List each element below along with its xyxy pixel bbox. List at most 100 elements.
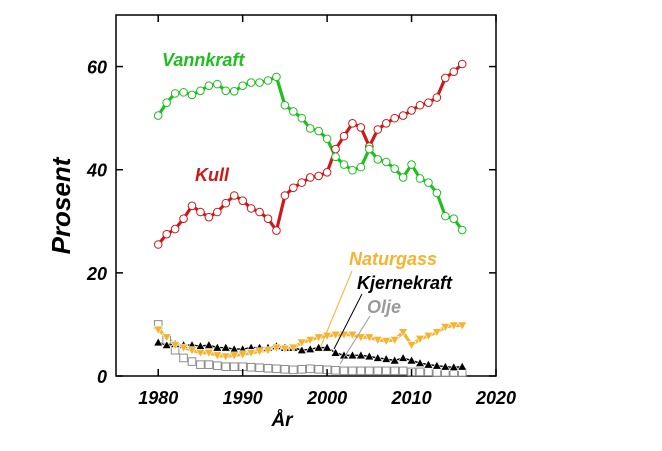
pointer-line-olje	[339, 315, 371, 365]
data-point-vannkraft	[213, 79, 222, 89]
data-point-vannkraft	[305, 124, 315, 133]
data-point-naturgass	[431, 328, 442, 338]
data-point-olje	[187, 357, 197, 366]
data-point-naturgass	[296, 338, 307, 348]
data-point-vannkraft	[373, 155, 383, 164]
data-point-olje	[221, 362, 231, 372]
data-point-olje	[373, 366, 383, 376]
data-point-naturgass	[423, 331, 434, 341]
data-point-vannkraft	[255, 78, 264, 87]
data-point-kjernekraft	[372, 352, 383, 362]
data-point-kull	[305, 173, 315, 182]
plot-frame	[115, 14, 497, 377]
series-line-vannkraft	[156, 75, 464, 232]
data-point-kull	[170, 224, 180, 234]
data-point-kull	[331, 144, 340, 154]
data-point-naturgass	[448, 321, 459, 331]
data-point-kjernekraft	[322, 342, 333, 352]
data-point-olje	[255, 363, 264, 373]
data-point-kull	[179, 214, 188, 224]
data-point-naturgass	[313, 333, 324, 343]
data-point-naturgass	[153, 325, 164, 335]
data-point-naturgass	[305, 336, 316, 346]
data-point-olje	[339, 366, 349, 376]
data-point-kull	[457, 59, 467, 69]
data-point-vannkraft	[365, 144, 374, 154]
data-point-olje	[246, 362, 256, 372]
data-point-naturgass	[381, 337, 392, 347]
data-point-vannkraft	[407, 160, 416, 169]
data-point-olje	[390, 366, 399, 376]
data-point-olje	[280, 364, 290, 374]
data-point-kull	[272, 226, 281, 235]
data-point-naturgass	[355, 333, 366, 343]
data-point-vannkraft	[238, 81, 247, 90]
data-point-kull	[314, 171, 323, 181]
data-point-kull	[322, 167, 332, 177]
data-point-vannkraft	[331, 152, 340, 162]
data-point-vannkraft	[449, 214, 459, 224]
data-point-olje	[424, 367, 433, 377]
data-point-kull	[339, 131, 349, 141]
data-point-kull	[415, 100, 425, 110]
data-point-kull	[424, 98, 433, 107]
data-point-vannkraft	[280, 100, 290, 110]
data-point-naturgass	[178, 343, 189, 353]
data-point-naturgass	[389, 336, 400, 346]
data-point-naturgass	[212, 351, 223, 361]
data-point-vannkraft	[170, 89, 180, 98]
data-point-kull	[255, 207, 264, 217]
data-point-vannkraft	[221, 86, 231, 96]
data-point-kjernekraft	[414, 357, 426, 367]
data-point-naturgass	[170, 341, 181, 351]
data-point-olje	[348, 366, 357, 376]
data-point-olje	[289, 365, 298, 375]
data-point-kull	[432, 93, 442, 102]
data-point-vannkraft	[179, 88, 188, 97]
data-point-kull	[398, 111, 408, 120]
label-kjernekraft: Kjernekraft	[357, 273, 453, 293]
data-point-vannkraft	[322, 134, 332, 144]
data-point-kull	[238, 196, 247, 205]
data-point-vannkraft	[153, 111, 163, 120]
label-kull: Kull	[195, 165, 230, 185]
data-point-vannkraft	[314, 126, 323, 136]
data-point-kjernekraft	[355, 350, 366, 360]
data-point-vannkraft	[246, 78, 256, 87]
data-point-vannkraft	[356, 162, 366, 172]
data-point-naturgass	[279, 344, 290, 354]
data-point-vannkraft	[441, 211, 450, 221]
data-point-vannkraft	[424, 178, 433, 187]
x-tick-label: 2000	[306, 388, 347, 408]
data-point-naturgass	[288, 343, 299, 353]
data-point-kull	[280, 191, 290, 200]
data-point-kjernekraft	[313, 342, 324, 352]
x-tick-label: 2010	[391, 388, 432, 408]
data-point-vannkraft	[272, 72, 281, 82]
data-point-kjernekraft	[305, 344, 316, 353]
data-point-vannkraft	[415, 174, 425, 183]
data-point-kjernekraft	[347, 350, 358, 360]
data-point-kull	[297, 178, 307, 187]
data-point-olje	[356, 366, 366, 376]
y-tick-label: 40	[86, 161, 107, 181]
data-point-kull	[348, 119, 357, 128]
data-point-vannkraft	[162, 98, 171, 107]
data-point-kull	[204, 212, 214, 222]
data-point-olje	[204, 360, 214, 369]
data-point-kull	[196, 207, 205, 217]
data-point-naturgass	[161, 333, 172, 343]
data-point-olje	[331, 366, 340, 375]
label-vannkraft: Vannkraft	[162, 50, 245, 70]
data-point-vannkraft	[432, 188, 442, 198]
data-point-naturgass	[440, 323, 451, 333]
data-point-kjernekraft	[381, 353, 392, 363]
data-point-vannkraft	[204, 81, 214, 90]
data-point-naturgass	[330, 330, 341, 340]
data-point-olje	[314, 364, 323, 374]
data-point-olje	[213, 361, 222, 370]
data-point-kull	[263, 214, 273, 224]
data-point-naturgass	[237, 350, 248, 360]
data-point-naturgass	[203, 348, 214, 358]
data-point-naturgass	[271, 343, 282, 353]
